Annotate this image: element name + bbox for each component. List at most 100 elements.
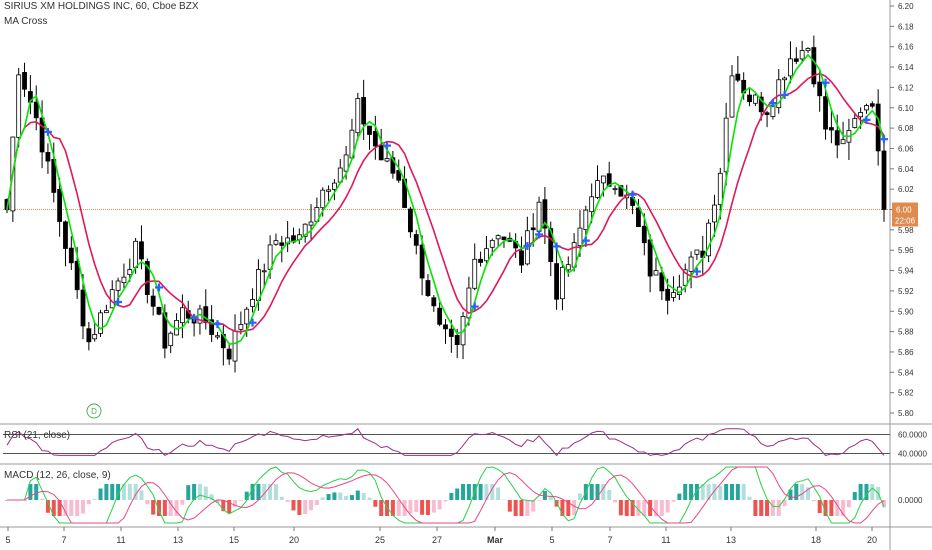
macd-histogram-bar (572, 500, 577, 515)
ma-cross-marker (768, 99, 777, 108)
macd-histogram-bar (601, 484, 606, 500)
macd-histogram-bar (209, 494, 214, 500)
candle-body (612, 188, 618, 191)
macd-histogram-bar (40, 498, 45, 500)
ma-cross-marker (780, 90, 789, 99)
macd-histogram-bar (811, 500, 816, 502)
ma-cross-marker (114, 297, 123, 306)
macd-histogram-bar (291, 500, 296, 511)
candle-body (273, 240, 279, 245)
macd-histogram-bar (694, 484, 699, 500)
candle-body (852, 118, 858, 128)
macd-histogram-bar (192, 484, 197, 500)
macd-histogram-bar (501, 499, 506, 501)
price-tick-label: 6.04 (898, 165, 914, 174)
candle-body (390, 157, 396, 174)
candle-body (665, 288, 671, 301)
candle-body (758, 96, 764, 113)
candle-body (864, 105, 869, 111)
macd-histogram-bar (753, 500, 758, 516)
macd-histogram-bar (145, 500, 150, 505)
time-tick-label: Mar (487, 535, 504, 545)
ma-cross-legend[interactable]: MA Cross (4, 16, 48, 27)
candle-body (343, 154, 349, 172)
macd-histogram-bar (800, 484, 805, 500)
macd-histogram-bar (215, 500, 220, 504)
candle-body (671, 292, 676, 298)
candle-body (250, 299, 255, 307)
candle-body (378, 145, 384, 161)
price-tick-label: 5.80 (898, 409, 914, 418)
price-candles[interactable] (4, 35, 887, 373)
macd-histogram-bar (636, 500, 641, 516)
macd-histogram-bar (618, 500, 623, 516)
candle-body (682, 269, 688, 286)
macd-legend[interactable]: MACD (12, 26, close, 9) (4, 470, 111, 481)
macd-histogram-bar (349, 495, 354, 500)
ma-cross-marker (190, 313, 199, 322)
macd-histogram-bar (396, 500, 401, 516)
candle-body (560, 266, 565, 300)
macd-histogram-bar (51, 500, 56, 516)
candle-body (548, 228, 554, 262)
macd-histogram-bar (513, 500, 518, 516)
macd-histogram-bar (741, 484, 746, 500)
candle-body (355, 98, 361, 134)
macd-histogram-bar (81, 500, 86, 514)
candle-body (793, 58, 799, 62)
macd-histogram-bar (121, 484, 126, 500)
price-tick-label: 6.08 (898, 124, 914, 133)
candle-body (641, 225, 647, 244)
time-tick-label: 13 (173, 535, 183, 545)
dividend-marker (86, 403, 102, 419)
candle-body (717, 172, 723, 206)
price-tick-label: 6.10 (898, 104, 914, 113)
price-tick-label: 5.82 (898, 389, 914, 398)
time-tick-label: 7 (61, 535, 66, 545)
candle-body (372, 131, 378, 147)
macd-histogram-bar (747, 496, 752, 500)
macd-histogram-bar (174, 500, 179, 516)
candle-body (443, 324, 448, 330)
time-tick-label: 18 (811, 535, 821, 545)
time-tick-label: 15 (229, 535, 239, 545)
candle-body (454, 335, 460, 346)
ma-cross-marker (155, 283, 164, 292)
candle-body (636, 207, 641, 227)
macd-pane[interactable]: 0.0000 (5, 466, 923, 524)
macd-histogram-bar (846, 500, 851, 508)
candle-body (519, 250, 524, 266)
macd-histogram-bar (75, 500, 80, 516)
macd-histogram-bar (186, 485, 191, 500)
macd-histogram-bar (180, 500, 185, 505)
time-tick-label: 27 (432, 535, 442, 545)
macd-histogram-bar (268, 484, 273, 500)
rsi-legend[interactable]: RSI (21, close) (4, 430, 71, 441)
symbol-title[interactable]: SIRIUS XM HOLDINGS INC, 60, Cboe BZX (4, 1, 199, 12)
price-axis[interactable]: 6.20 6.18 6.16 6.14 6.12 6.10 6.08 6.06 6.04 6.02… (86, 2, 918, 419)
candle-body (63, 221, 68, 249)
macd-histogram-bar (233, 500, 238, 507)
macd-histogram-bar (782, 500, 787, 507)
candle-body (168, 332, 174, 347)
macd-histogram-bar (250, 484, 255, 500)
time-tick-label: 11 (661, 535, 670, 545)
macd-histogram-bar (729, 484, 734, 500)
macd-histogram-bar (455, 488, 460, 500)
macd-histogram-bar (560, 500, 565, 516)
candle-body (16, 74, 22, 138)
macd-histogram-bar (262, 484, 267, 500)
candle-body (583, 209, 589, 231)
rsi-pane[interactable]: 60.0000 40.0000 (3, 428, 927, 459)
candle-body (139, 241, 144, 260)
time-axis[interactable]: 5 7 11 13 15 20 25 27 Mar 5 7 11 13 18 20 (5, 527, 877, 545)
candle-body (232, 330, 238, 362)
candle-body (595, 180, 600, 198)
dividend-marker-label: D (91, 407, 97, 416)
ma-cross-marker (43, 127, 52, 136)
candle-body (238, 324, 244, 330)
macd-histogram-bar (490, 484, 495, 500)
macd-histogram-bar (437, 500, 442, 510)
candle-body (156, 306, 162, 315)
